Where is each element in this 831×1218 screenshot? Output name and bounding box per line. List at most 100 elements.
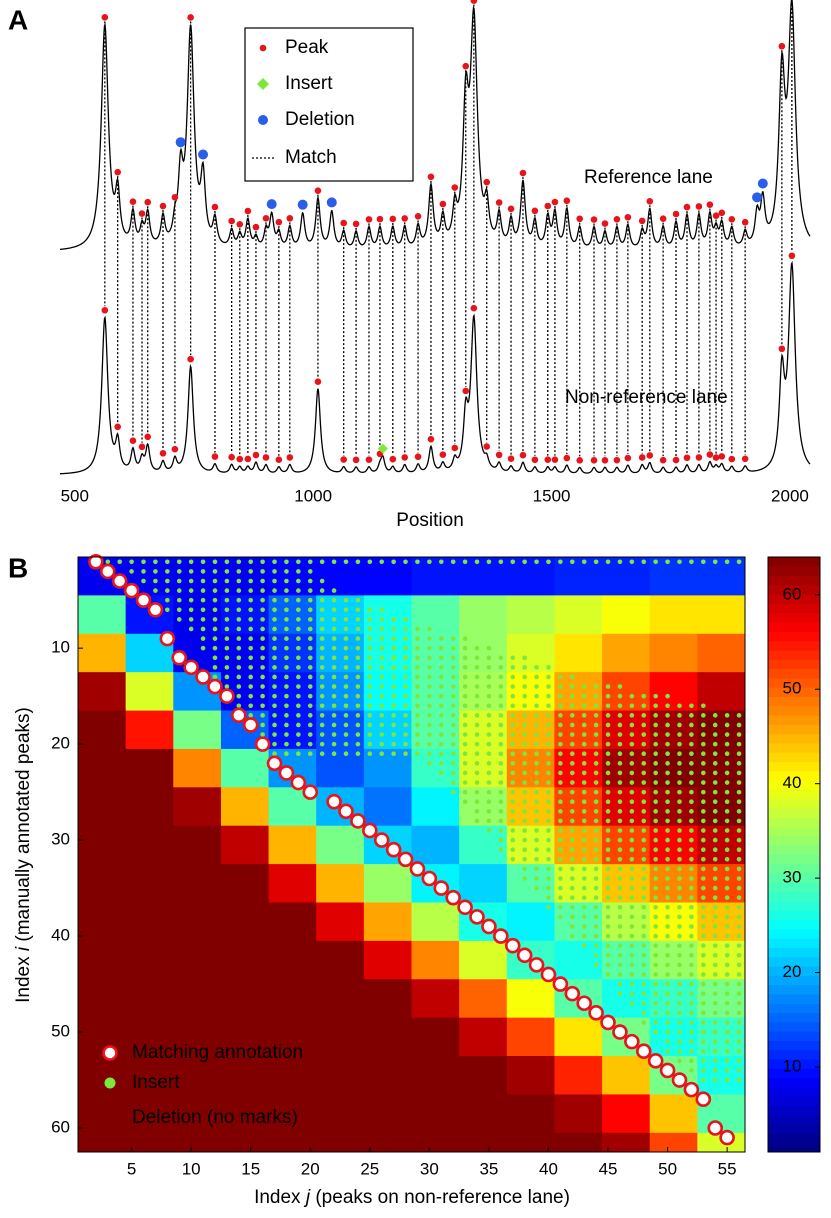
colorbar-swatch [768, 575, 820, 586]
insert-dot [605, 828, 611, 833]
insert-dot [486, 674, 492, 680]
insert-dot [569, 770, 575, 776]
insert-dot [284, 693, 289, 699]
peak [352, 456, 360, 464]
match-marker [612, 1024, 628, 1040]
insert-dot [641, 722, 647, 728]
heatmap-cell [649, 1132, 698, 1152]
heatmap-cell [697, 979, 745, 1019]
insert-dot [724, 732, 730, 737]
insert-dot [260, 578, 265, 584]
insert-dot [712, 991, 718, 996]
insert-dot [438, 713, 444, 718]
insert-dot [546, 751, 551, 757]
heatmap-cell [459, 825, 508, 865]
insert-dot [558, 693, 563, 699]
insert-dot [736, 981, 742, 987]
insert-dot [331, 655, 337, 661]
insert-dot [593, 770, 599, 776]
insert-dot [641, 837, 647, 843]
insert-dot [510, 665, 516, 670]
insert-dot [724, 1058, 730, 1064]
heatmap-cell [554, 557, 603, 596]
peak [144, 433, 152, 441]
legend-marker [258, 115, 268, 125]
insert-dot [712, 952, 718, 958]
insert-dot [569, 780, 575, 785]
heatmap-cell [459, 1056, 508, 1095]
heatmap-cell [506, 557, 555, 596]
insert-dot [653, 962, 658, 968]
peak [483, 178, 491, 186]
insert-dot [558, 799, 563, 805]
insert-dot [665, 799, 670, 805]
match-marker [183, 659, 199, 676]
insert-dot [224, 578, 230, 584]
insert-dot [712, 972, 718, 977]
insert-dot [141, 578, 146, 584]
insert-dot [331, 741, 337, 747]
insert-dot [343, 741, 349, 747]
colorbar-swatch [768, 752, 820, 763]
insert-dot [641, 952, 647, 958]
insert-dot [558, 837, 563, 843]
insert-dot [569, 732, 575, 737]
insert-dot [641, 933, 647, 939]
peak [252, 223, 260, 231]
insert-dot [474, 799, 480, 805]
insert-dot [701, 722, 706, 728]
insert-dot [558, 866, 563, 872]
insert-dot [665, 770, 670, 776]
legend-label: Insert [285, 73, 333, 94]
insert-dot [629, 780, 635, 785]
heatmap-cell [316, 1017, 365, 1057]
insert-dot [403, 741, 408, 747]
insert-dot [617, 818, 623, 824]
match-marker [504, 937, 521, 954]
insert-dot [665, 809, 670, 814]
insert-dot [379, 645, 385, 651]
insert-dot [712, 828, 718, 833]
insert-dot [403, 674, 408, 680]
peak [495, 451, 503, 459]
insert-dot [319, 588, 325, 593]
insert-dot [176, 578, 182, 584]
insert-dot [391, 741, 396, 747]
insert-dot [522, 847, 527, 853]
insert-dot [605, 962, 611, 968]
x-tick-label: 40 [539, 1159, 558, 1178]
insert-dot [307, 684, 313, 689]
insert-dot [498, 818, 504, 824]
insert-dot [665, 904, 670, 910]
insert-dot [558, 904, 563, 910]
insert-dot [641, 770, 647, 776]
insert-dot [605, 972, 611, 977]
insert-dot [593, 741, 599, 747]
insert-dot [498, 732, 504, 737]
heatmap-cell [411, 1094, 460, 1134]
insert-dot [343, 732, 349, 737]
insert-dot [427, 732, 432, 737]
insert-dot [665, 914, 670, 920]
x-tick-label: 45 [599, 1159, 618, 1178]
insert-dot [391, 626, 396, 632]
insert-dot [272, 645, 277, 651]
x-tick-label: 50 [658, 1159, 677, 1178]
insert-dot [284, 617, 289, 622]
insert-dot [569, 751, 575, 757]
insert-dot [677, 1010, 682, 1016]
insert-dot [665, 876, 670, 881]
peak [262, 215, 270, 222]
peak [507, 455, 515, 462]
insert-dot [403, 684, 408, 689]
insert-dot [629, 789, 635, 795]
insert-dot [593, 885, 599, 891]
insert-dot [391, 732, 396, 737]
insert-dot [712, 837, 718, 843]
insert-dot [427, 645, 432, 651]
insert-dot [569, 703, 575, 709]
insert-dot [427, 703, 432, 709]
insert-dot [689, 828, 694, 833]
insert-dot [534, 693, 539, 699]
insert-dot [689, 722, 694, 728]
